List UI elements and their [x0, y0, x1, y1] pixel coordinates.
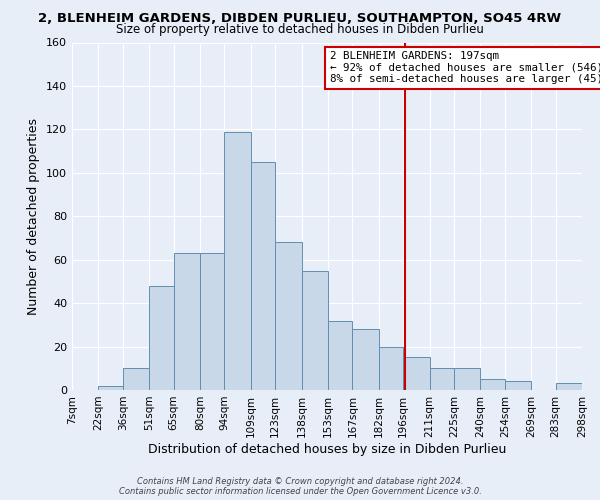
Bar — [302, 270, 328, 390]
Bar — [224, 132, 251, 390]
Bar — [98, 386, 123, 390]
Bar — [481, 379, 505, 390]
Bar — [123, 368, 149, 390]
Bar — [173, 253, 200, 390]
Y-axis label: Number of detached properties: Number of detached properties — [28, 118, 40, 315]
Text: Size of property relative to detached houses in Dibden Purlieu: Size of property relative to detached ho… — [116, 22, 484, 36]
Bar — [430, 368, 454, 390]
Bar — [352, 329, 379, 390]
Bar — [556, 384, 582, 390]
Bar — [149, 286, 173, 390]
Text: Contains HM Land Registry data © Crown copyright and database right 2024.
Contai: Contains HM Land Registry data © Crown c… — [119, 476, 481, 496]
Bar — [379, 346, 403, 390]
Bar — [251, 162, 275, 390]
Bar — [454, 368, 481, 390]
Text: 2, BLENHEIM GARDENS, DIBDEN PURLIEU, SOUTHAMPTON, SO45 4RW: 2, BLENHEIM GARDENS, DIBDEN PURLIEU, SOU… — [38, 12, 562, 26]
Bar — [403, 358, 430, 390]
X-axis label: Distribution of detached houses by size in Dibden Purlieu: Distribution of detached houses by size … — [148, 442, 506, 456]
Bar — [275, 242, 302, 390]
Bar — [505, 382, 531, 390]
Bar — [200, 253, 224, 390]
Bar — [328, 320, 352, 390]
Text: 2 BLENHEIM GARDENS: 197sqm
← 92% of detached houses are smaller (546)
8% of semi: 2 BLENHEIM GARDENS: 197sqm ← 92% of deta… — [329, 51, 600, 84]
